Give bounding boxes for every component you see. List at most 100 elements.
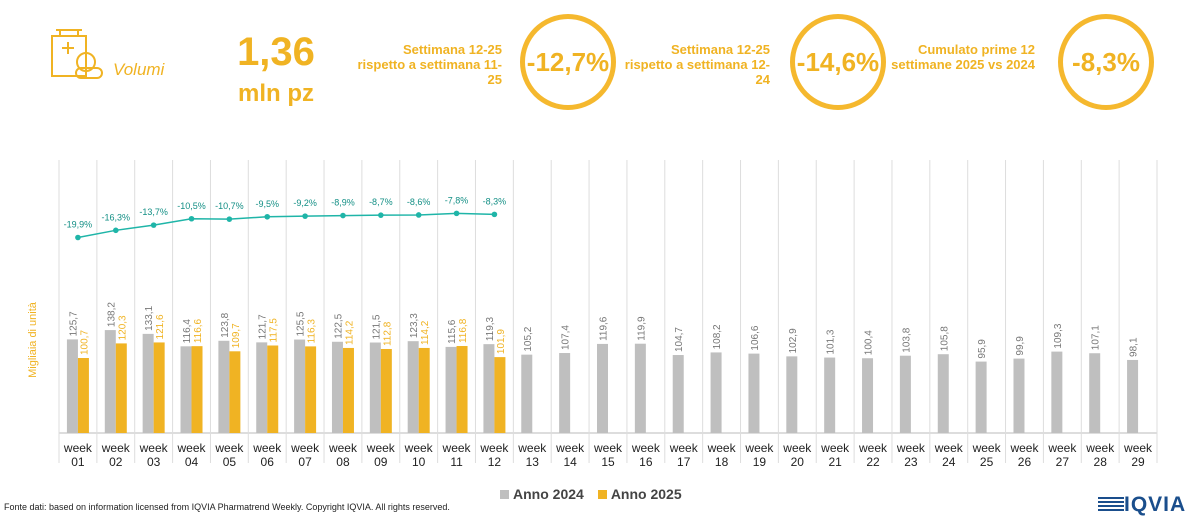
legend-swatch bbox=[500, 489, 509, 499]
x-tick-label: week 05 bbox=[215, 441, 244, 469]
bar bbox=[597, 343, 608, 433]
bar-value-label: 109,3 bbox=[1053, 323, 1064, 348]
bar-value-label: 100,7 bbox=[79, 330, 90, 355]
line-value-label: -10,5% bbox=[177, 201, 206, 211]
bar bbox=[418, 347, 430, 433]
bar-value-label: 138,2 bbox=[106, 302, 117, 327]
legend-swatch bbox=[597, 489, 607, 499]
line-value-label: -16,3% bbox=[102, 212, 131, 222]
bar-value-label: 105,2 bbox=[523, 326, 534, 351]
x-tick-label: week 23 bbox=[896, 441, 925, 469]
bar bbox=[937, 354, 949, 433]
line-point bbox=[226, 216, 233, 222]
bar bbox=[256, 342, 268, 433]
bar-value-label: 98,1 bbox=[1129, 337, 1140, 357]
line-point bbox=[112, 227, 119, 234]
bar-value-label: 123,8 bbox=[220, 312, 231, 337]
kpi-value: -8,3% bbox=[1058, 14, 1154, 110]
kpi-value: -12,7% bbox=[520, 14, 616, 110]
bar bbox=[445, 346, 457, 433]
line bbox=[77, 212, 495, 239]
bar bbox=[899, 355, 911, 433]
bar bbox=[559, 353, 571, 433]
line-point bbox=[75, 234, 81, 241]
bar-value-label: 102,9 bbox=[788, 328, 799, 353]
volumi-icon bbox=[51, 29, 103, 79]
bar bbox=[305, 346, 317, 433]
bar-value-label: 133,1 bbox=[144, 305, 155, 330]
x-tick-label: week 07 bbox=[291, 441, 320, 469]
x-tick-label: week 06 bbox=[253, 441, 282, 469]
x-tick-label: week 25 bbox=[972, 441, 1001, 469]
bar bbox=[1051, 351, 1063, 433]
bar-value-label: 116,3 bbox=[307, 319, 318, 344]
x-tick-label: week 20 bbox=[783, 441, 812, 469]
bar-value-label: 116,4 bbox=[182, 319, 193, 344]
line-value-label: -8,3% bbox=[483, 196, 507, 206]
bar bbox=[331, 341, 343, 433]
legend: Anno 2024 Anno 2025 bbox=[500, 486, 682, 502]
bar-value-label: 119,9 bbox=[636, 316, 647, 341]
bar-value-label: 112,8 bbox=[382, 321, 393, 346]
x-tick-label: week 12 bbox=[480, 441, 509, 469]
x-tick-label: week 27 bbox=[1048, 441, 1077, 469]
bar-value-label: 123,3 bbox=[409, 313, 420, 338]
bar bbox=[786, 356, 798, 433]
kpi-text: Settimana 12-25 rispetto a settimana 11-… bbox=[357, 42, 503, 87]
bar bbox=[153, 342, 165, 433]
bar-value-label: 117,5 bbox=[269, 318, 280, 343]
legend-label: Anno 2025 bbox=[610, 486, 682, 502]
bar-value-label: 100,4 bbox=[864, 330, 875, 355]
x-tick-label: week 15 bbox=[593, 441, 622, 469]
x-tick-label: week 26 bbox=[1010, 441, 1039, 469]
bar bbox=[267, 345, 279, 433]
bar-value-label: 121,6 bbox=[155, 314, 166, 339]
bar-value-label: 121,5 bbox=[371, 314, 382, 339]
bar bbox=[710, 352, 722, 433]
line-point bbox=[415, 212, 422, 218]
x-tick-label: week 01 bbox=[63, 441, 92, 469]
line-value-label: -8,7% bbox=[369, 197, 393, 207]
line-point bbox=[491, 211, 498, 218]
bar bbox=[115, 343, 127, 433]
bar-value-label: 108,2 bbox=[712, 324, 723, 349]
line-point bbox=[264, 213, 271, 220]
line-point bbox=[453, 210, 460, 217]
legend-item: Anno 2025 bbox=[597, 486, 682, 502]
bar bbox=[229, 351, 241, 433]
x-tick-label: week 16 bbox=[631, 441, 660, 469]
bar bbox=[342, 347, 354, 433]
source-note: Fonte dati: based on information license… bbox=[4, 502, 450, 512]
legend-item: Anno 2024 bbox=[500, 486, 584, 502]
bar-value-label: 125,7 bbox=[68, 311, 79, 336]
line-point bbox=[150, 222, 157, 228]
logo: IQVIA bbox=[1098, 493, 1186, 517]
line-point bbox=[378, 212, 384, 218]
bar-value-label: 95,9 bbox=[977, 339, 988, 359]
bar bbox=[369, 342, 381, 433]
bar bbox=[634, 343, 646, 433]
bar-value-label: 121,7 bbox=[258, 314, 269, 339]
bar bbox=[180, 346, 192, 433]
x-tick-label: week 10 bbox=[404, 441, 433, 469]
line-point bbox=[188, 215, 195, 222]
bar bbox=[1127, 359, 1139, 433]
bar bbox=[142, 333, 154, 433]
bar-value-label: 114,2 bbox=[420, 320, 431, 345]
line-point bbox=[302, 213, 308, 219]
line-point bbox=[340, 212, 346, 219]
bar bbox=[483, 344, 495, 433]
x-tick-label: week 04 bbox=[177, 441, 206, 469]
bar bbox=[494, 357, 506, 433]
bar bbox=[521, 354, 533, 433]
bar bbox=[191, 346, 203, 433]
legend-label: Anno 2024 bbox=[513, 486, 584, 502]
x-tick-label: week 19 bbox=[745, 441, 774, 469]
bar bbox=[77, 358, 89, 433]
logo-text: IQVIA bbox=[1124, 493, 1187, 516]
line-value-label: -9,2% bbox=[293, 198, 317, 208]
kpi-value: -14,6% bbox=[790, 14, 886, 110]
bar bbox=[294, 339, 306, 433]
bar-value-label: 125,5 bbox=[296, 311, 307, 336]
